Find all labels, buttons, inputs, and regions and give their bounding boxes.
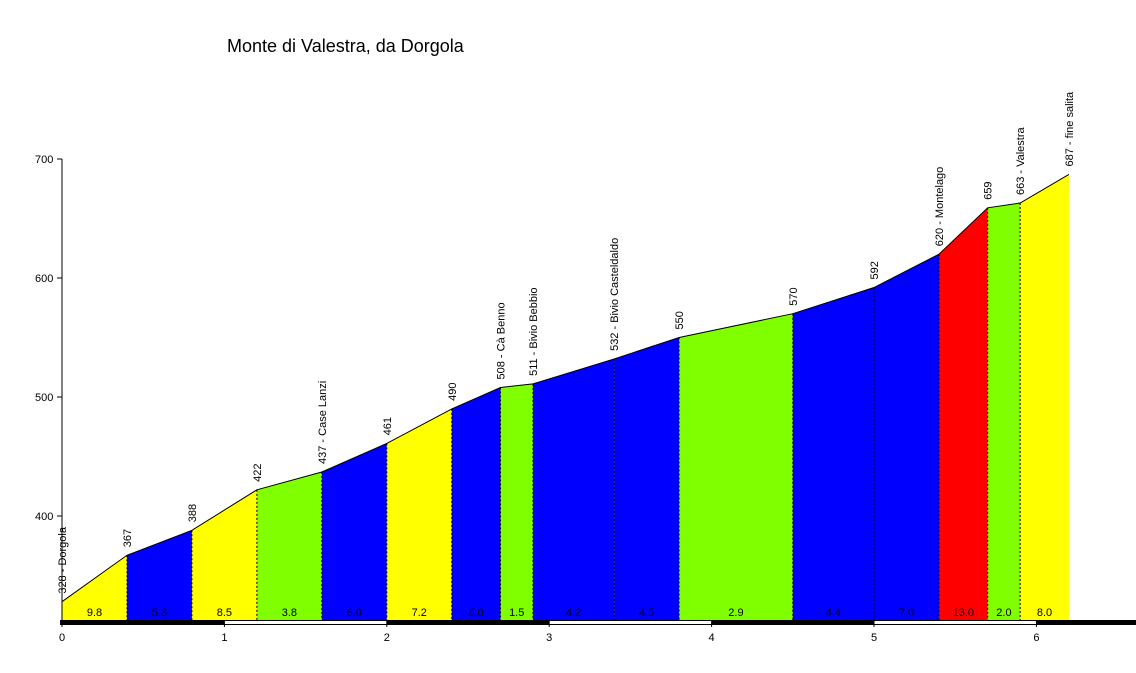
segment-fill (500, 383, 533, 620)
point-label: 461 (382, 417, 394, 435)
point-label: 490 (447, 383, 459, 401)
y-tick-label: 600 (35, 273, 53, 285)
x-tick-label: 6 (1033, 632, 1039, 644)
gradient-label: 9.8 (87, 607, 102, 619)
point-label: 328 - Dorgola (57, 526, 69, 594)
profile-line-group (61, 174, 1070, 603)
gradient-label: 7.2 (412, 607, 427, 619)
point-label: 367 (122, 529, 134, 547)
gradient-label: 6.0 (347, 607, 362, 619)
segment-fill (1020, 174, 1069, 620)
gradient-label: 7.0 (899, 607, 914, 619)
gradient-label: 4.2 (566, 607, 581, 619)
x-axis-bar-segment (549, 621, 712, 624)
segment-fill (386, 408, 452, 620)
gradient-labels: 9.8 5.3 8.5 3.8 6.0 7.2 6.0 1.5 4.2 4.5 2.9 4.4 7.0 1… (87, 607, 1052, 619)
gradient-label: 2.9 (728, 607, 743, 619)
segment-fill (987, 203, 1021, 620)
segment-fill (938, 207, 988, 621)
point-labels: 328 - Dorgola 367 388 422 437 - Case Lanzi 46… (57, 91, 1076, 594)
point-label: 687 - fine salita (1064, 91, 1076, 166)
x-tick-label: 4 (709, 632, 715, 644)
segment-fill (874, 254, 939, 620)
segment-fill (532, 358, 615, 620)
segment-fill (256, 471, 322, 620)
segment-fill (792, 287, 874, 620)
point-label: 388 (187, 504, 199, 522)
y-tick-label: 400 (35, 511, 53, 523)
segment-fills (62, 174, 1069, 621)
segment-fill (614, 337, 680, 620)
x-tick-label: 3 (546, 632, 552, 644)
gradient-label: 6.0 (468, 607, 483, 619)
profile-line (61, 174, 1070, 603)
point-label: 570 (788, 287, 800, 305)
point-label: 659 (983, 181, 995, 199)
point-label: 620 - Montelago (934, 167, 946, 247)
segment-fill (126, 530, 192, 620)
gradient-label: 1.5 (509, 607, 524, 619)
y-axis: 400 500 600 700 (35, 154, 63, 620)
gradient-label: 4.5 (639, 607, 654, 619)
point-label: 511 - Bivio Bebbio (528, 287, 540, 375)
point-label: 437 - Case Lanzi (317, 381, 329, 464)
y-tick-label: 700 (35, 154, 53, 166)
point-label: 532 - Bivio Casteldaldo (609, 238, 621, 351)
segment-dividers (126, 203, 1021, 620)
segment-fill (191, 489, 257, 620)
point-label: 508 - Cà Benno (495, 302, 507, 379)
x-axis-bar-segment (224, 621, 387, 624)
segment-fill (62, 555, 127, 620)
segment-fill (321, 443, 387, 620)
point-label: 592 (869, 261, 881, 279)
y-tick-label: 500 (35, 392, 53, 404)
x-tick-label: 0 (59, 632, 65, 644)
x-tick-label: 1 (221, 632, 227, 644)
gradient-label: 5.3 (152, 607, 167, 619)
gradient-label: 2.0 (996, 607, 1011, 619)
chart-title: Monte di Valestra, da Dorgola (227, 36, 465, 56)
x-axis: 0 1 2 3 4 5 6 (59, 620, 1136, 644)
point-label: 550 (674, 311, 686, 329)
x-tick-label: 5 (871, 632, 877, 644)
segment-fill (451, 387, 501, 620)
gradient-label: 8.0 (1037, 607, 1052, 619)
gradient-label: 4.4 (826, 607, 841, 619)
gradient-label: 8.5 (217, 607, 232, 619)
gradient-label: 13.0 (953, 607, 974, 619)
gradient-label: 3.8 (282, 607, 297, 619)
point-label: 422 (252, 463, 264, 481)
segment-fill (679, 313, 793, 620)
x-tick-label: 2 (384, 632, 390, 644)
x-axis-bar-segment (874, 621, 1037, 624)
point-label: 663 - Valestra (1015, 126, 1027, 195)
